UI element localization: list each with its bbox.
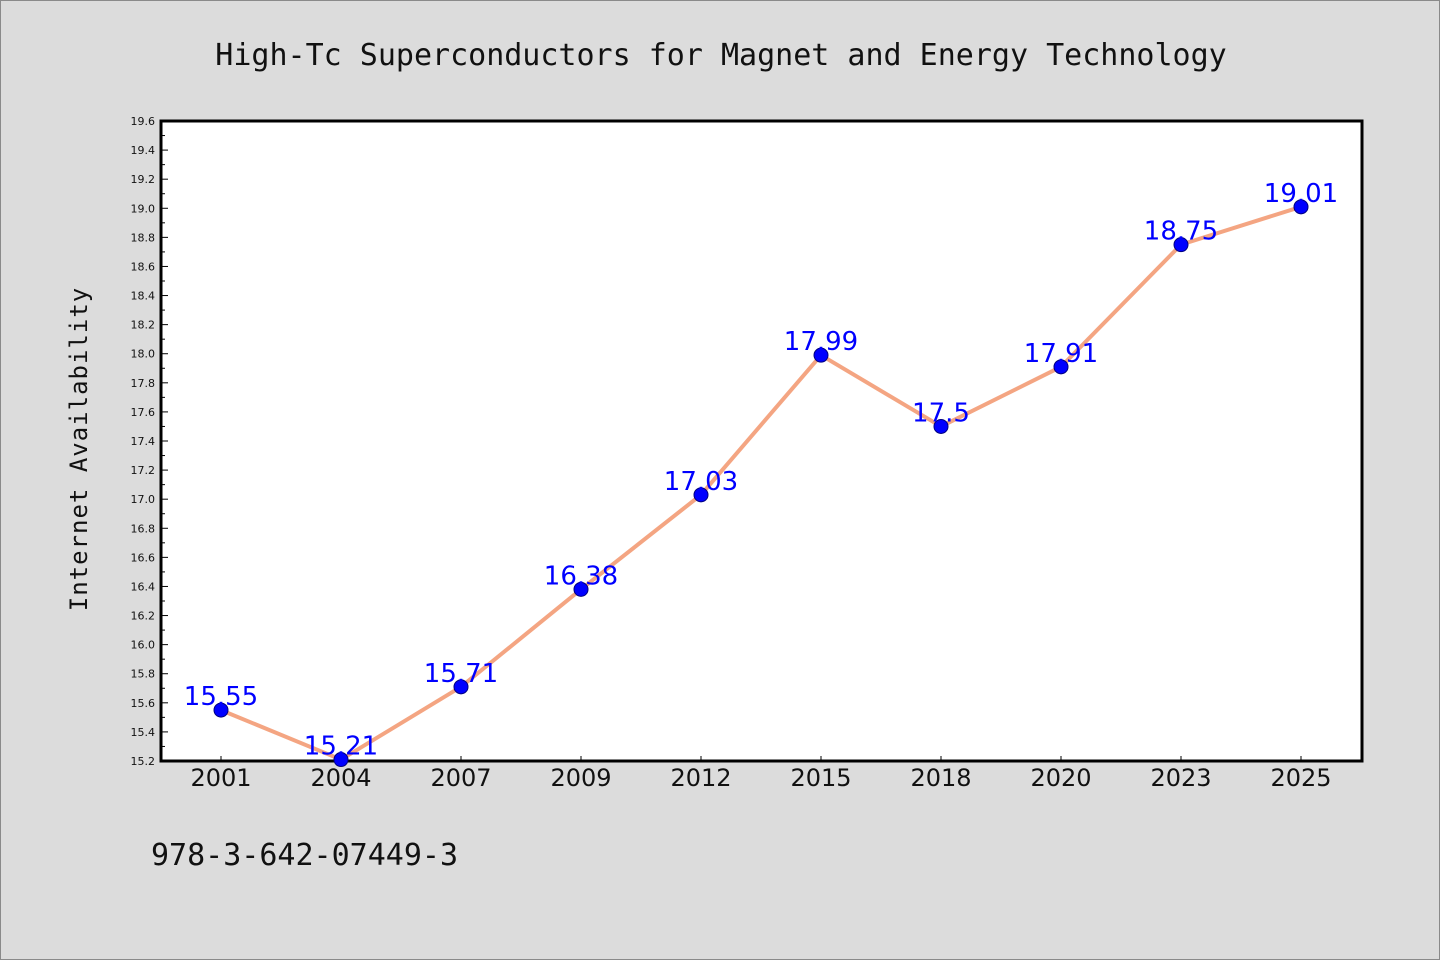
data-label: 17.5 <box>912 398 970 428</box>
data-point-marker <box>933 418 949 434</box>
y-tick-label: 15.6 <box>131 697 156 710</box>
data-label: 15.71 <box>424 659 498 689</box>
series-line-group <box>219 204 1303 762</box>
y-axis-label: Internet Availability <box>65 287 93 611</box>
y-tick-label: 19.6 <box>131 115 156 128</box>
y-tick-label: 16.4 <box>131 580 156 593</box>
y-tick-label: 16.8 <box>131 522 156 535</box>
isbn-label: 978-3-642-07449-3 <box>151 838 458 873</box>
data-label: 17.03 <box>664 467 738 497</box>
data-markers <box>213 199 1309 768</box>
data-point-marker <box>1173 237 1189 253</box>
series-line <box>219 204 1303 762</box>
data-point-marker <box>213 702 229 718</box>
y-axis-ticks: 15.2 15.4 15.6 15.8 16.0 16.2 16.4 16.6 16.8 17.0… <box>131 115 168 768</box>
x-tick-label: 2025 <box>1270 764 1331 792</box>
x-tick-label: 2015 <box>790 764 851 792</box>
y-tick-label: 16.6 <box>131 551 156 564</box>
x-tick-label: 2004 <box>310 764 371 792</box>
y-tick-label: 16.2 <box>131 610 156 623</box>
y-tick-label: 17.6 <box>131 406 156 419</box>
data-point-marker <box>333 752 349 768</box>
x-tick-label: 2020 <box>1030 764 1091 792</box>
chart-title: High-Tc Superconductors for Magnet and E… <box>215 38 1226 73</box>
y-tick-label: 19.4 <box>131 144 156 157</box>
x-tick-label: 2012 <box>670 764 731 792</box>
x-tick-label: 2007 <box>430 764 491 792</box>
y-tick-label: 18.4 <box>131 290 156 303</box>
data-label: 15.21 <box>304 732 378 762</box>
y-tick-label: 15.4 <box>131 726 156 739</box>
data-point-marker <box>693 487 709 503</box>
data-label: 16.38 <box>544 561 618 591</box>
data-point-marker <box>453 679 469 695</box>
y-tick-label: 18.6 <box>131 260 156 273</box>
y-tick-label: 17.0 <box>131 493 156 506</box>
data-point-marker <box>1293 199 1309 215</box>
plot-area <box>159 119 1364 763</box>
x-tick-label: 2023 <box>1150 764 1211 792</box>
data-point-marker <box>573 581 589 597</box>
data-point-marker <box>813 347 829 363</box>
data-labels: 15.55 15.21 15.71 16.38 17.03 17.99 17.5 17.91 1… <box>184 179 1338 762</box>
x-tick-label: 2009 <box>550 764 611 792</box>
data-label: 19.01 <box>1264 179 1338 209</box>
x-axis-ticks: 2001 2004 2007 2009 2012 2015 2018 2020 2023 2025 <box>190 756 1332 792</box>
y-tick-label: 17.2 <box>131 464 156 477</box>
y-tick-label: 15.8 <box>131 668 156 681</box>
data-label: 15.55 <box>184 682 258 712</box>
y-tick-label: 16.0 <box>131 639 156 652</box>
x-tick-label: 2001 <box>190 764 251 792</box>
y-tick-label: 15.2 <box>131 755 156 768</box>
y-tick-label: 17.8 <box>131 377 156 390</box>
y-tick-label: 18.0 <box>131 348 156 361</box>
y-tick-label: 18.2 <box>131 319 156 332</box>
data-label: 17.91 <box>1024 339 1098 369</box>
data-label: 17.99 <box>784 327 858 357</box>
y-tick-label: 19.2 <box>131 173 156 186</box>
data-point-marker <box>1053 359 1069 375</box>
y-tick-label: 18.8 <box>131 231 156 244</box>
data-label: 18.75 <box>1144 217 1218 247</box>
x-tick-label: 2018 <box>910 764 971 792</box>
y-tick-label: 17.4 <box>131 435 156 448</box>
y-tick-label: 19.0 <box>131 202 156 215</box>
